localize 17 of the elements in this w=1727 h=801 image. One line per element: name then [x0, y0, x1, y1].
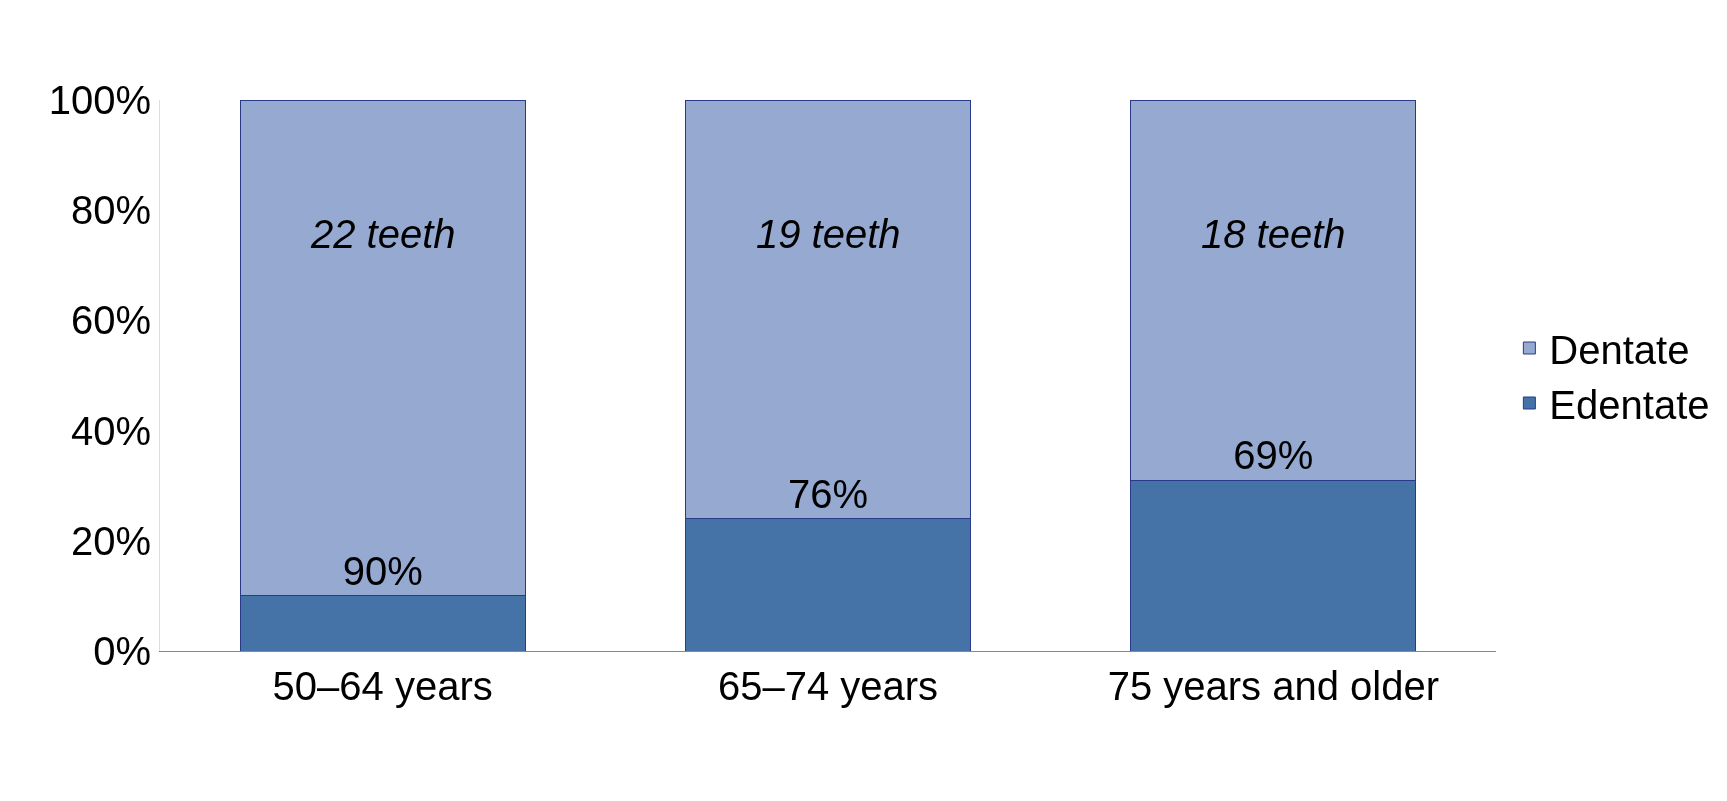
y-tick-label: 60%	[70, 298, 151, 343]
data-label: 90%	[342, 548, 423, 593]
y-tick-label: 40%	[70, 408, 151, 453]
x-tick-label: 65–74 years	[717, 664, 939, 708]
legend-label: Dentate	[1549, 327, 1690, 372]
y-tick-label: 0%	[93, 629, 151, 673]
annotation: 18 teeth	[1201, 212, 1346, 256]
data-label: 69%	[1233, 433, 1314, 478]
x-tick-label: 75 years and older	[1107, 664, 1439, 708]
y-tick-label: 80%	[70, 188, 151, 233]
legend-label: Edentate	[1549, 382, 1710, 427]
annotation: 22 teeth	[310, 212, 456, 256]
annotation: 19 teeth	[756, 212, 901, 256]
y-tick-label: 100%	[48, 78, 151, 122]
x-tick-label: 50–64 years	[272, 664, 493, 708]
data-label: 76%	[787, 471, 869, 516]
y-tick-label: 20%	[70, 518, 151, 563]
